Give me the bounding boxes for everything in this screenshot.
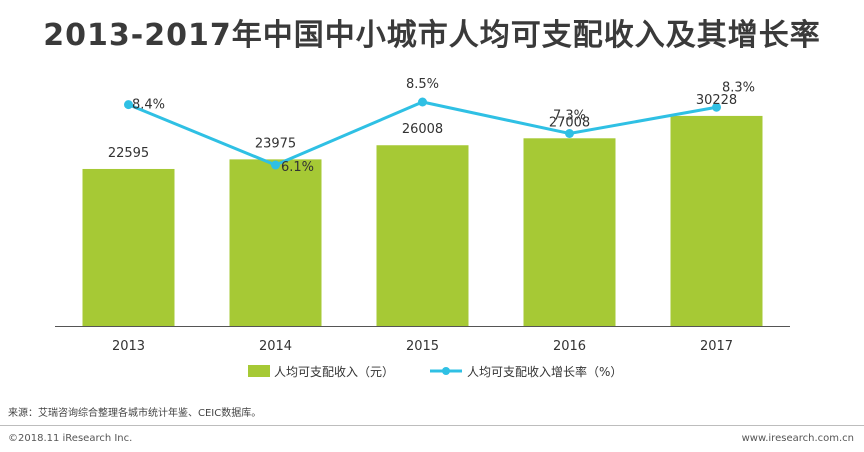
growth-point-2015 [418,97,427,107]
source-note: 来源：艾瑞咨询综合整理各城市统计年鉴、CEIC数据库。 [8,408,262,419]
growth-point-2013 [124,100,133,110]
bar-value-label-2017: 30228 [696,93,737,108]
x-tick-label-2014: 2014 [259,339,292,354]
x-tick-label-2017: 2017 [700,339,733,354]
legend-bar-swatch [248,365,270,377]
growth-value-label-2013: 8.4% [132,98,165,113]
bar-2016 [523,138,616,326]
legend-bar-label: 人均可支配收入（元） [274,365,394,379]
x-tick-label-2016: 2016 [553,339,586,354]
x-tick-label-2015: 2015 [406,339,439,354]
bar-value-label-2016: 27008 [549,115,590,130]
chart: 2013 2014 2015 2016 2017 22595 23975 26008 27008… [55,77,790,379]
growth-point-2017 [712,102,721,112]
bar-2014 [229,159,322,326]
bar-2015 [376,145,469,326]
growth-point-2016 [565,129,574,138]
growth-point-2014 [271,160,280,170]
bar-value-label-2015: 26008 [402,122,443,137]
growth-value-label-2016: 7.3% [553,109,586,124]
copyright: ©2018.11 iResearch Inc. [8,433,133,444]
website: www.iresearch.com.cn [741,433,854,444]
x-tick-label-2013: 2013 [112,339,145,354]
growth-value-label-2015: 8.5% [406,77,439,92]
growth-value-label-2017: 8.3% [722,80,755,95]
legend-line-marker [442,367,450,375]
chart-title: 2013-2017年中国中小城市人均可支配收入及其增长率 [43,18,821,53]
bar-2013 [82,168,175,326]
growth-value-label-2014: 6.1% [281,160,314,175]
bar-value-label-2013: 22595 [108,146,149,161]
footer-divider [0,425,864,426]
bar-value-label-2014: 23975 [255,136,296,151]
legend-line-label: 人均可支配收入增长率（%） [467,364,622,379]
bar-2017 [670,115,763,326]
